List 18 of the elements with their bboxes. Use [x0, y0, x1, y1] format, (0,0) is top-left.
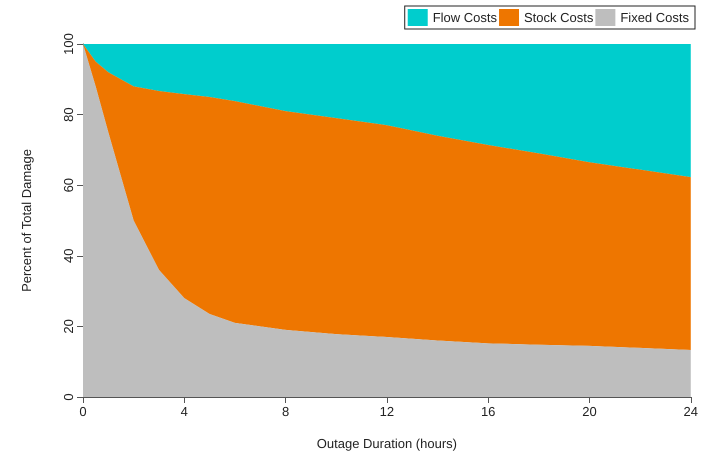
x-tick-label: 20 — [582, 404, 597, 419]
y-tick-label: 60 — [61, 178, 76, 192]
x-tick-label: 16 — [480, 404, 496, 419]
y-axis-title: Percent of Total Damage — [19, 149, 34, 292]
x-tick-label: 24 — [684, 404, 698, 419]
y-tick-label: 80 — [61, 107, 76, 122]
y-tick-label: 40 — [61, 248, 76, 264]
y-tick-label: 20 — [61, 319, 76, 334]
x-tick-label: 12 — [380, 404, 394, 419]
legend-label: Flow Costs — [432, 10, 498, 25]
legend-label: Stock Costs — [524, 10, 594, 25]
x-tick-label: 0 — [79, 404, 87, 419]
legend-label: Fixed Costs — [620, 10, 690, 25]
y-tick-label: 0 — [61, 393, 76, 401]
y-tick-label: 100 — [61, 33, 76, 55]
x-tick-label: 4 — [180, 404, 188, 419]
x-axis-title: Outage Duration (hours) — [316, 436, 457, 451]
x-tick-label: 8 — [282, 404, 290, 419]
